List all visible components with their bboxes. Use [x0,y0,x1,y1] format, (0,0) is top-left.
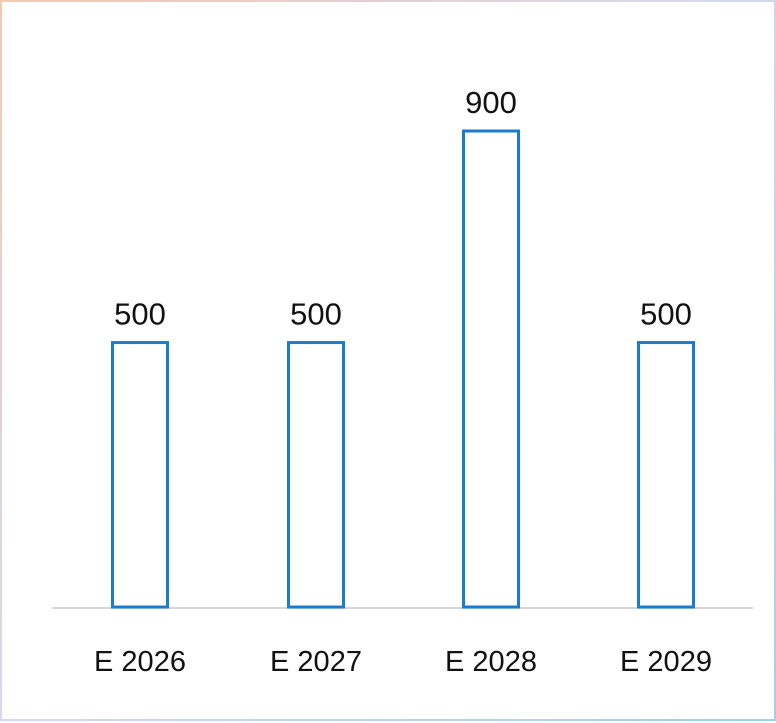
bar-e-2027 [287,341,345,609]
data-label-e-2026: 500 [114,297,166,332]
x-tick-label-e-2029: E 2029 [620,646,712,678]
data-label-e-2029: 500 [640,297,692,332]
bars-group [111,129,695,609]
x-tick-labels-group: E 2026 E 2027 E 2028 E 2029 [94,646,712,678]
bar-e-2026 [111,341,169,609]
x-tick-label-e-2028: E 2028 [445,646,537,678]
data-label-e-2027: 500 [290,297,342,332]
x-tick-label-e-2027: E 2027 [270,646,362,678]
x-tick-label-e-2026: E 2026 [94,646,186,678]
value-labels-group: 500 500 900 500 [114,85,692,332]
bar-e-2029 [637,341,695,609]
data-label-e-2028: 900 [465,85,517,120]
bar-e-2028 [462,129,520,609]
